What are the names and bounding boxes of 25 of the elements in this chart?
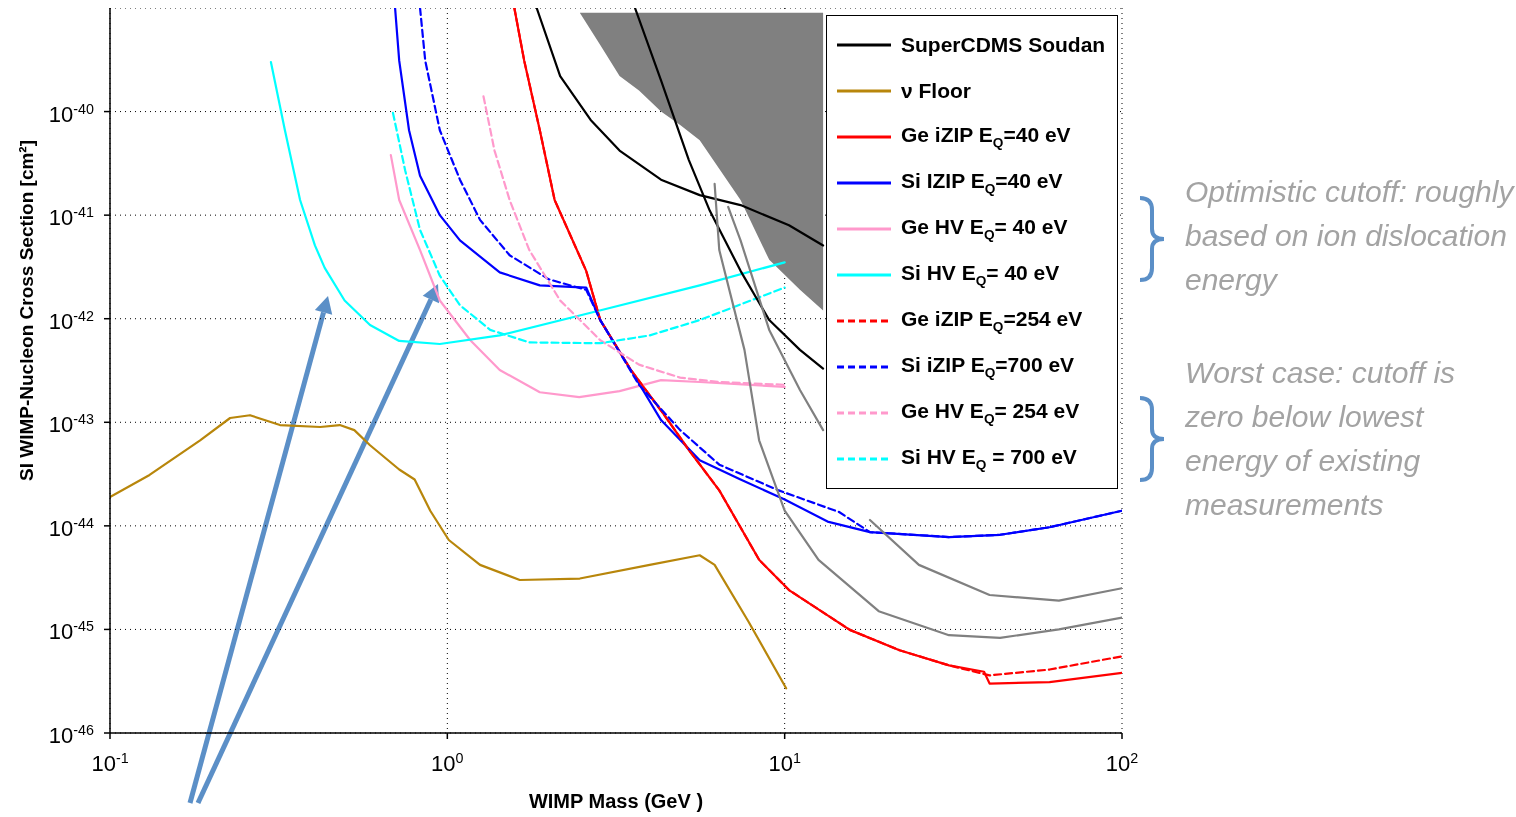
text: Worst case: cutoff is zero below lowest energy of existing measurements	[1185, 355, 1457, 523]
y-axis-title: SI WIMP-Nucleon Cross Section [cm²]	[16, 140, 37, 481]
y-tick-label: 10$^{-46}$	[48, 722, 95, 748]
y-tick-label: 10$^{-45}$	[48, 618, 95, 645]
y-tick-label: 10$^{-43}$	[48, 411, 95, 438]
y-tick-label: 10$^{-44}$	[48, 515, 95, 541]
legend-label: Si IZIP E$_{Q}$=40 eV	[901, 169, 1063, 197]
legend-label: Si HV E$_{Q}$ = 700 eV	[901, 445, 1077, 473]
legend-label: Ge iZIP E$_{Q}$=40 eV	[901, 123, 1071, 151]
x-tick-label: 10$^{-1}$	[91, 750, 129, 776]
y-tick-label: 10$^{-40}$	[48, 100, 95, 127]
y-tick-label: 10$^{-41}$	[48, 204, 95, 231]
legend-label: Ge HV E$_{Q}$= 254 eV	[901, 399, 1080, 427]
legend-label: Ge HV E$_{Q}$= 40 eV	[901, 215, 1068, 243]
x-axis-title: WIMP Mass (GeV )	[528, 790, 704, 812]
text: Optimistic cutoff: roughly based on ion dislocation energy	[1185, 174, 1515, 298]
legend-label: ν Floor	[901, 79, 972, 102]
legend-label: Ge iZIP E$_{Q}$=254 eV	[901, 307, 1083, 335]
x-tick-label: 10$^{2}$	[1105, 750, 1139, 776]
legend-label: Si iZIP E$_{Q}$=700 eV	[901, 353, 1075, 381]
legend-label: SuperCDMS Soudan	[901, 33, 1106, 56]
x-tick-label: 10$^{1}$	[768, 750, 801, 776]
legend-label: Si HV E$_{Q}$= 40 eV	[901, 261, 1060, 289]
y-tick-label: 10$^{-42}$	[48, 308, 95, 334]
x-tick-label: 10$^{0}$	[431, 750, 464, 776]
